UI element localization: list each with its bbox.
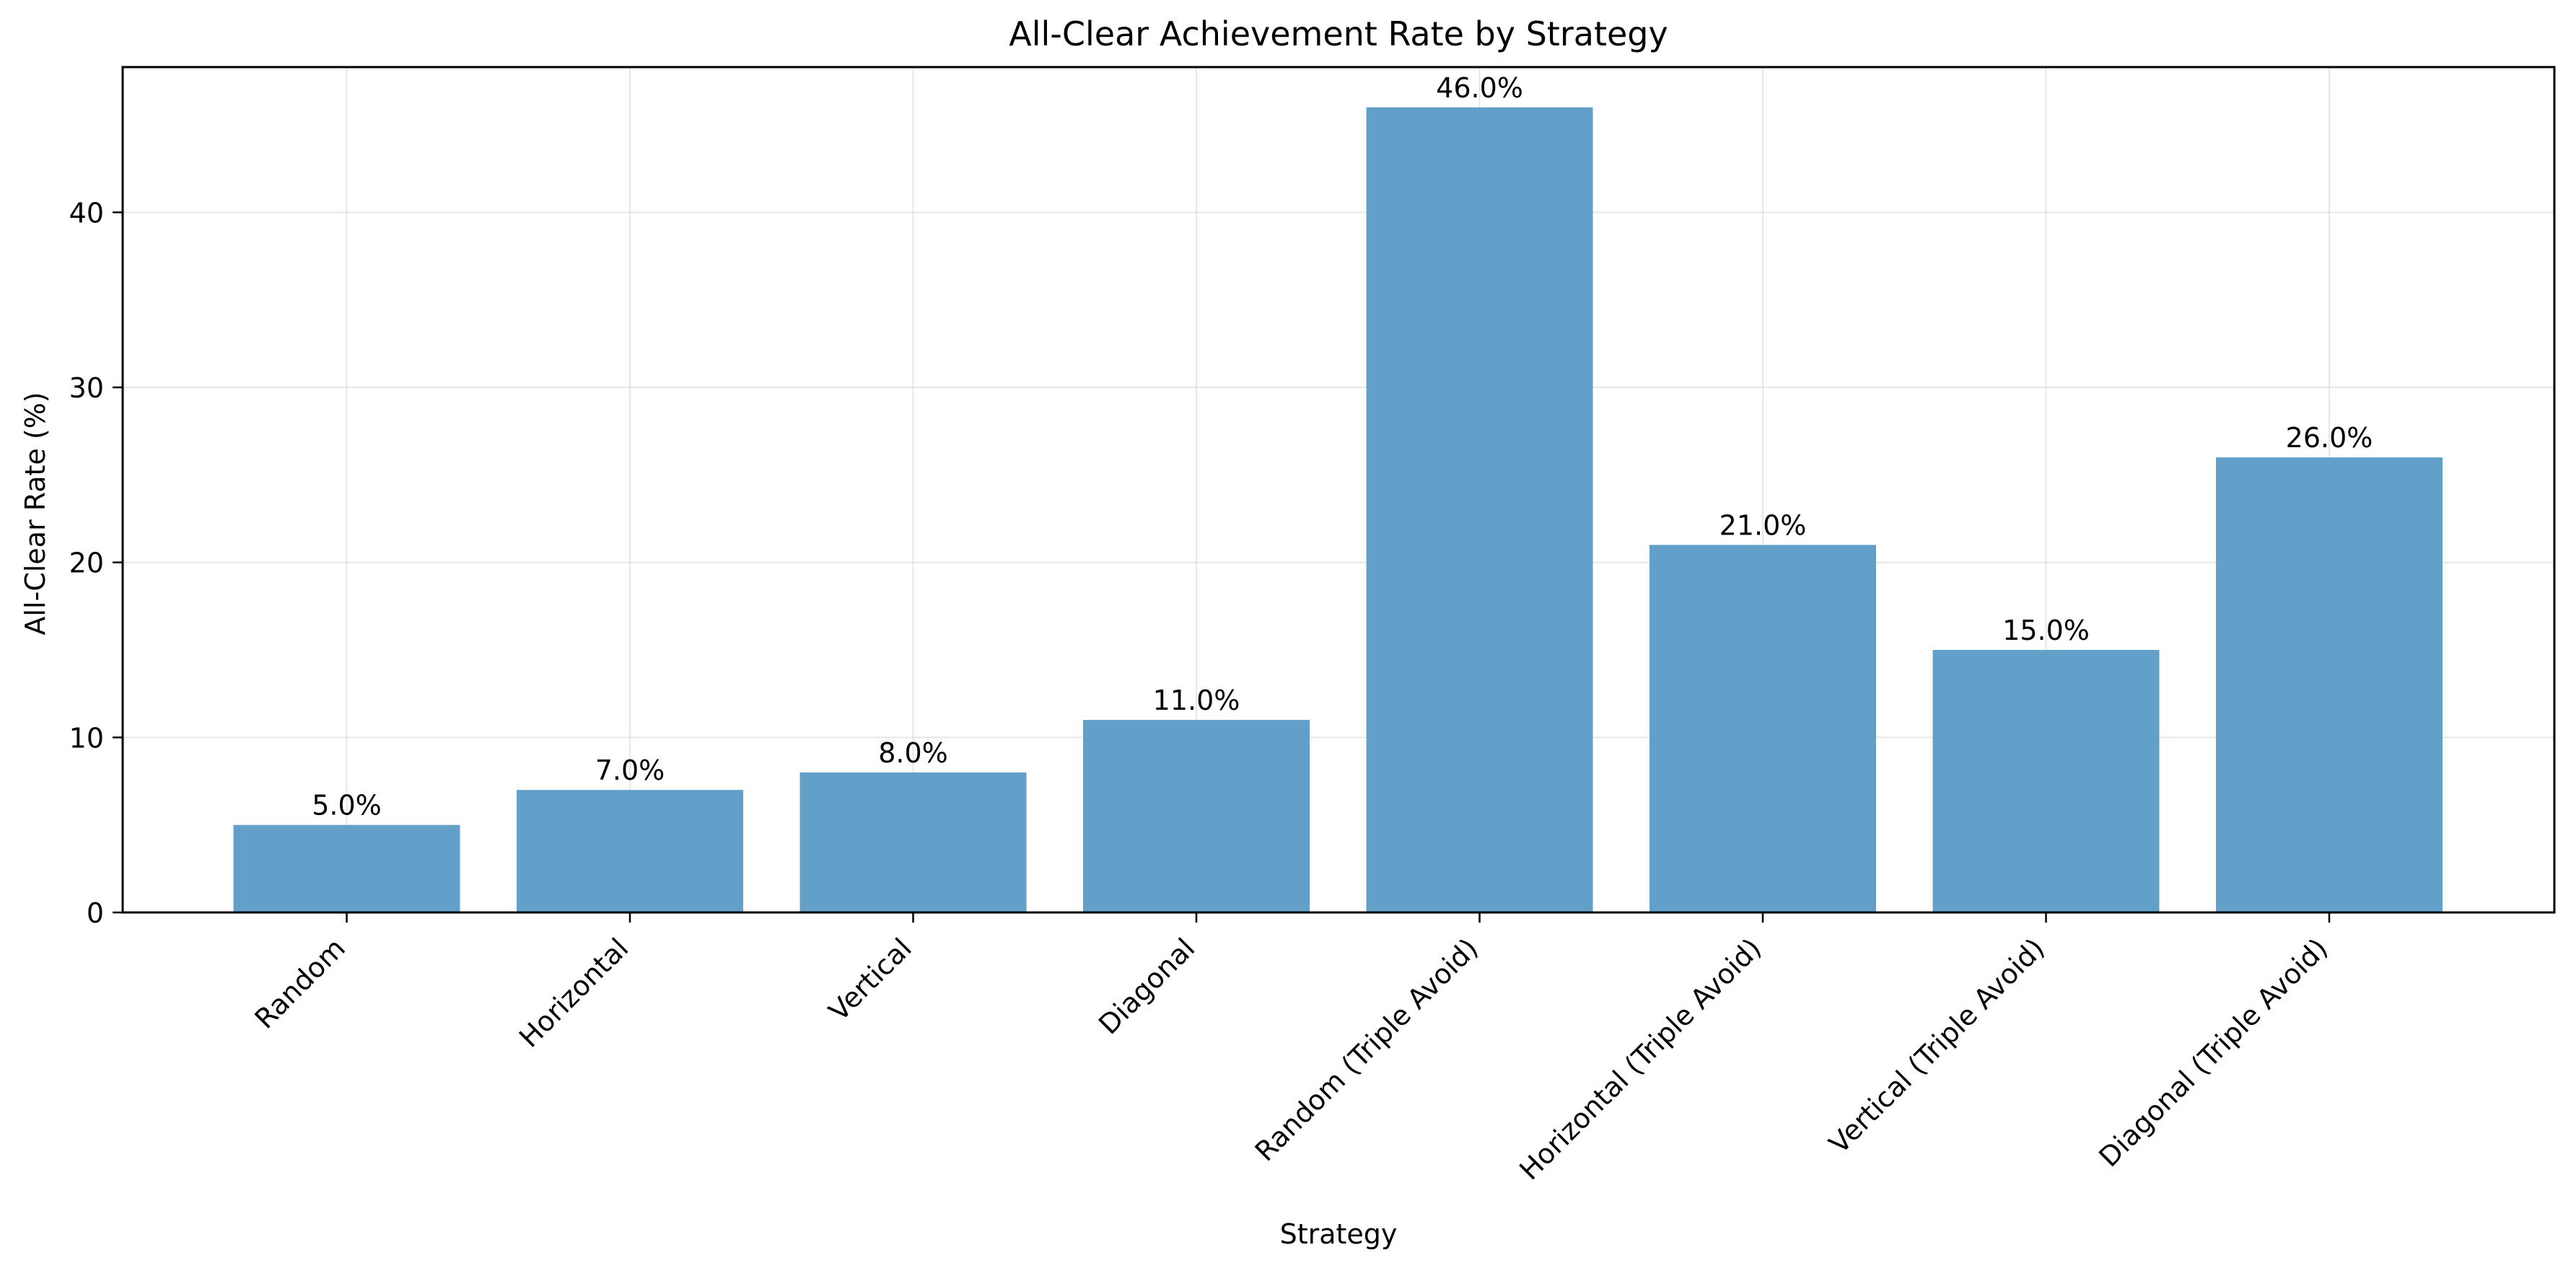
bar [517, 790, 743, 912]
bar [2216, 457, 2443, 912]
plot-area-frame [121, 66, 2556, 914]
bar-value-label: 11.0% [1153, 685, 1240, 716]
bar-value-label: 5.0% [312, 790, 382, 822]
y-tick-label: 40 [69, 197, 104, 229]
y-axis-label: All-Clear Rate (%) [19, 392, 51, 635]
y-tick-label: 30 [69, 372, 104, 404]
bar-value-label: 21.0% [1719, 509, 1807, 541]
y-tick-label: 0 [87, 897, 104, 929]
bar-value-label: 8.0% [878, 737, 948, 769]
bar-value-label: 46.0% [1436, 72, 1523, 104]
y-tick-label: 20 [69, 547, 104, 579]
bar-value-label: 26.0% [2286, 422, 2373, 454]
bar [233, 824, 460, 912]
bar [1650, 545, 1876, 912]
bar-value-label: 7.0% [595, 754, 665, 786]
bar [1366, 107, 1593, 912]
bar-series [233, 107, 2443, 912]
bar [1932, 650, 2160, 912]
y-tick-label: 10 [69, 722, 104, 754]
bar [1083, 720, 1310, 912]
bar [799, 772, 1027, 912]
bar-value-label: 15.0% [2002, 615, 2090, 646]
chart-title: All-Clear Achievement Rate by Strategy [1009, 14, 1668, 53]
x-axis-label: Strategy [1280, 1218, 1398, 1250]
bar-value-labels: 5.0% 7.0% 8.0% 11.0% 46.0% 21.0% 15.0% 26.0% [312, 72, 2373, 822]
y-axis-ticks: 0 10 20 30 40 [69, 197, 123, 929]
